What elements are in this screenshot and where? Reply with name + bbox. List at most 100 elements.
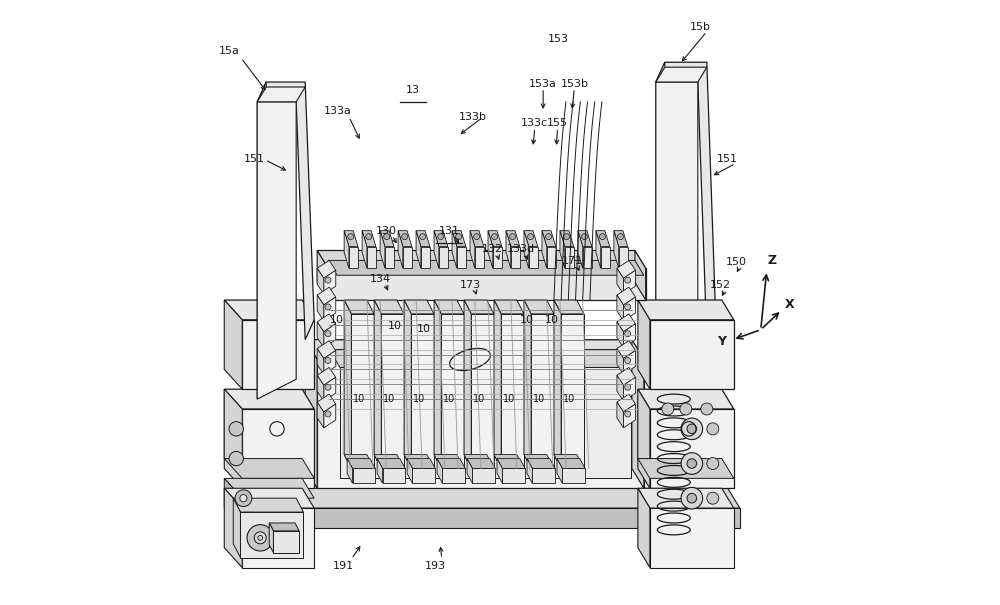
Polygon shape	[224, 488, 314, 508]
Polygon shape	[470, 231, 475, 268]
Text: 152: 152	[710, 280, 731, 290]
Polygon shape	[439, 246, 448, 268]
Text: 15b: 15b	[690, 22, 711, 31]
Polygon shape	[557, 459, 585, 468]
Polygon shape	[381, 314, 404, 468]
Polygon shape	[506, 231, 520, 246]
Polygon shape	[493, 246, 502, 268]
Text: 10: 10	[545, 315, 559, 325]
Polygon shape	[257, 488, 269, 528]
Polygon shape	[407, 459, 435, 468]
Polygon shape	[617, 314, 635, 332]
Circle shape	[582, 234, 588, 240]
Polygon shape	[617, 367, 635, 385]
Polygon shape	[617, 341, 635, 359]
Polygon shape	[377, 459, 383, 483]
Polygon shape	[317, 375, 324, 401]
Text: 153a: 153a	[529, 79, 557, 89]
Polygon shape	[351, 314, 374, 468]
Polygon shape	[638, 300, 650, 389]
Circle shape	[325, 411, 331, 417]
Circle shape	[325, 358, 331, 364]
Polygon shape	[524, 231, 538, 246]
Text: Z: Z	[768, 254, 777, 267]
Polygon shape	[434, 231, 439, 268]
Circle shape	[325, 331, 331, 337]
Circle shape	[681, 488, 703, 509]
Polygon shape	[502, 468, 525, 483]
Polygon shape	[324, 404, 336, 428]
Polygon shape	[305, 339, 644, 359]
Polygon shape	[501, 314, 524, 468]
Circle shape	[528, 234, 534, 240]
Polygon shape	[404, 454, 434, 468]
Polygon shape	[362, 231, 367, 268]
Polygon shape	[242, 320, 314, 389]
Text: 13: 13	[406, 85, 420, 95]
Text: 134: 134	[370, 273, 391, 284]
Circle shape	[600, 234, 606, 240]
Polygon shape	[269, 523, 299, 531]
Polygon shape	[329, 350, 631, 367]
Text: 133b: 133b	[459, 112, 487, 122]
Polygon shape	[317, 341, 336, 359]
Polygon shape	[601, 246, 610, 268]
Polygon shape	[632, 339, 644, 488]
Polygon shape	[347, 459, 353, 483]
Polygon shape	[317, 268, 324, 294]
Text: 10: 10	[383, 394, 395, 404]
Polygon shape	[617, 295, 623, 321]
Polygon shape	[542, 231, 547, 268]
Polygon shape	[374, 300, 404, 314]
Polygon shape	[638, 300, 734, 320]
Text: 153b: 153b	[560, 79, 588, 89]
Polygon shape	[472, 468, 495, 483]
Polygon shape	[257, 102, 296, 399]
Polygon shape	[347, 459, 375, 468]
Polygon shape	[638, 488, 734, 508]
Text: 173: 173	[459, 280, 481, 290]
Polygon shape	[596, 231, 601, 268]
Text: 151: 151	[244, 154, 265, 163]
Polygon shape	[494, 454, 524, 468]
Circle shape	[681, 418, 703, 440]
Polygon shape	[527, 459, 532, 483]
Polygon shape	[638, 389, 734, 409]
Circle shape	[235, 490, 252, 506]
Polygon shape	[638, 459, 734, 479]
Polygon shape	[527, 459, 555, 468]
Polygon shape	[344, 231, 358, 246]
Circle shape	[229, 451, 243, 466]
Polygon shape	[617, 402, 623, 428]
Polygon shape	[317, 394, 336, 412]
Polygon shape	[656, 82, 698, 379]
Polygon shape	[305, 339, 317, 488]
Polygon shape	[650, 409, 734, 488]
Polygon shape	[464, 300, 471, 468]
Text: 131: 131	[439, 226, 460, 235]
Text: 10: 10	[443, 394, 455, 404]
Text: 10: 10	[473, 394, 485, 404]
Polygon shape	[257, 82, 266, 399]
Polygon shape	[617, 394, 635, 412]
Polygon shape	[317, 295, 324, 321]
Polygon shape	[638, 389, 650, 488]
Polygon shape	[583, 246, 592, 268]
Polygon shape	[324, 378, 336, 401]
Polygon shape	[328, 260, 644, 275]
Text: 171: 171	[561, 255, 582, 266]
Text: 10: 10	[388, 321, 402, 332]
Circle shape	[240, 495, 247, 502]
Circle shape	[258, 535, 263, 540]
Polygon shape	[317, 367, 336, 385]
Polygon shape	[412, 468, 435, 483]
Polygon shape	[416, 231, 421, 268]
Polygon shape	[257, 87, 305, 102]
Polygon shape	[374, 300, 381, 468]
Polygon shape	[317, 250, 646, 268]
Polygon shape	[344, 231, 349, 268]
Text: 133a: 133a	[324, 106, 352, 116]
Polygon shape	[317, 250, 328, 300]
Circle shape	[625, 411, 631, 417]
Text: 10: 10	[520, 315, 534, 325]
